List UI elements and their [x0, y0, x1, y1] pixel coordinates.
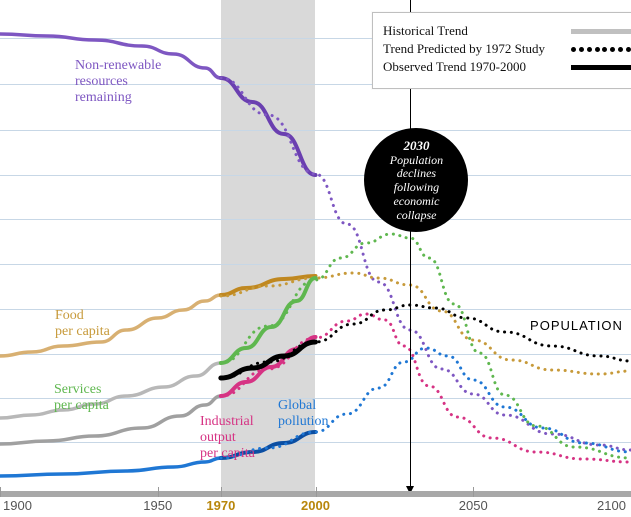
series-label: Non-renewableresourcesremaining [75, 58, 161, 106]
legend-label: Observed Trend 1970-2000 [383, 60, 571, 75]
x-tick-label: 1970 [206, 498, 235, 513]
series-label: Foodper capita [55, 308, 110, 340]
legend-swatch [571, 29, 631, 34]
series-industrial-hist [0, 396, 221, 444]
series-label: Industrialoutputper capita [200, 414, 255, 462]
legend-label: Trend Predicted by 1972 Study [383, 42, 571, 57]
series-industrial-pred [221, 314, 631, 462]
x-tick-label: 1950 [143, 498, 172, 513]
x-tick-label: 2000 [301, 498, 330, 513]
x-tick-mark [158, 487, 159, 497]
series-label: Servicesper capita [54, 382, 109, 414]
x-tick-label: 2100 [597, 498, 626, 513]
series-resources-obs [221, 78, 316, 175]
x-tick-label: 1900 [3, 498, 32, 513]
legend-item: Historical Trend [383, 24, 631, 39]
series-food-hist [0, 295, 221, 356]
population-label: POPULATION [530, 318, 623, 333]
x-tick-label: 2050 [459, 498, 488, 513]
legend-swatch [571, 47, 631, 52]
x-tick-mark [473, 487, 474, 497]
x-tick-mark [0, 487, 1, 497]
series-population-obs [221, 342, 316, 378]
legend: Historical Trend Trend Predicted by 1972 … [372, 12, 631, 89]
annotation-2030: 2030 Populationdeclinesfollowingeconomic… [364, 128, 468, 232]
limits-to-growth-chart: 2030 Populationdeclinesfollowingeconomic… [0, 0, 631, 517]
x-tick-mark [316, 487, 317, 497]
x-tick-mark [221, 487, 222, 497]
legend-swatch [571, 65, 631, 70]
annotation-text: Populationdeclinesfollowingeconomiccolla… [390, 154, 443, 223]
series-pollution-hist [0, 458, 221, 476]
series-food-obs [221, 276, 316, 295]
series-label: Globalpollution [278, 398, 329, 430]
legend-item: Trend Predicted by 1972 Study [383, 42, 631, 57]
legend-item: Observed Trend 1970-2000 [383, 60, 631, 75]
annotation-year: 2030 [403, 138, 429, 154]
series-services-hist [0, 363, 221, 418]
legend-label: Historical Trend [383, 24, 571, 39]
